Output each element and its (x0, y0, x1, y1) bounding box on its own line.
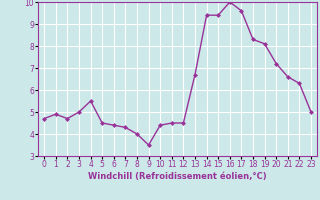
X-axis label: Windchill (Refroidissement éolien,°C): Windchill (Refroidissement éolien,°C) (88, 172, 267, 181)
